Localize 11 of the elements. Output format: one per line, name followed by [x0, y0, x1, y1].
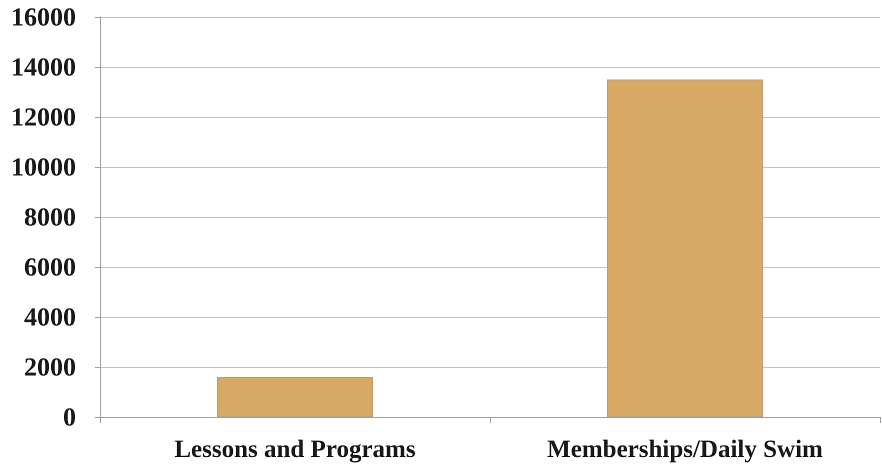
x-tick-label: Memberships/Daily Swim [547, 436, 824, 463]
y-tick-label: 8000 [24, 202, 76, 232]
y-tick-label: 16000 [11, 2, 76, 32]
x-tick-label: Lessons and Programs [174, 436, 416, 463]
y-tick-label: 14000 [11, 52, 76, 82]
y-tick-label: 6000 [24, 252, 76, 282]
y-tick-label: 12000 [11, 102, 76, 132]
y-tick-label: 10000 [11, 152, 76, 182]
y-tick-label: 4000 [24, 302, 76, 332]
y-tick-label: 2000 [24, 352, 76, 382]
y-tick-label: 0 [63, 402, 76, 432]
